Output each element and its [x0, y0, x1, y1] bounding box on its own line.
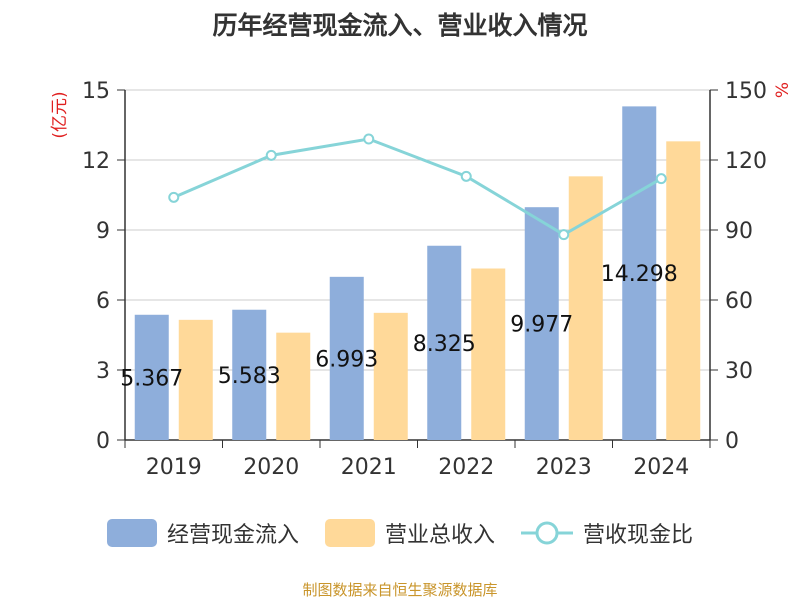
- y-left-tick-label: 15: [82, 79, 110, 104]
- x-tick-label: 2020: [243, 455, 299, 480]
- x-tick-label: 2019: [146, 455, 202, 480]
- bar-cash-inflow: [329, 276, 364, 440]
- y-left-axis-label: (亿元): [50, 91, 70, 138]
- point-ratio: [363, 133, 375, 145]
- data-label-cash-inflow: 5.367: [120, 366, 183, 391]
- bar-cash-inflow: [134, 314, 169, 440]
- data-label-cash-inflow: 6.993: [315, 347, 378, 372]
- x-tick-label: 2022: [438, 455, 494, 480]
- x-tick-label: 2024: [633, 455, 689, 480]
- point-ratio: [558, 229, 570, 241]
- data-label-cash-inflow: 9.977: [510, 313, 573, 338]
- y-right-tick-label: 120: [725, 149, 767, 174]
- point-ratio: [655, 173, 667, 185]
- chart-title: 历年经营现金流入、营业收入情况: [212, 11, 588, 40]
- bar-cash-inflow: [427, 245, 462, 440]
- point-ratio: [460, 170, 472, 182]
- data-label-cash-inflow: 5.583: [218, 364, 281, 389]
- y-left-tick-label: 9: [96, 219, 110, 244]
- x-tick-label: 2023: [536, 455, 592, 480]
- point-ratio: [168, 191, 180, 203]
- bar-cash-inflow: [622, 106, 657, 440]
- legend-swatch-ratio: [521, 521, 573, 545]
- y-right-tick-label: 60: [725, 289, 753, 314]
- legend-swatch-cash-inflow: [106, 519, 157, 547]
- y-right-axis-label: %: [773, 82, 793, 98]
- bar-revenue: [276, 332, 311, 440]
- y-left-tick-label: 6: [96, 289, 110, 314]
- bar-revenue: [178, 319, 213, 440]
- chart-legend: 经营现金流入 营业总收入 营收现金比: [0, 517, 800, 549]
- bar-cash-inflow: [232, 309, 267, 440]
- x-tick-label: 2021: [341, 455, 397, 480]
- y-right-tick-label: 90: [725, 219, 753, 244]
- bar-revenue: [568, 176, 603, 441]
- bar-cash-inflow: [524, 207, 559, 440]
- line-ratio: [173, 137, 662, 237]
- bar-revenue: [373, 312, 408, 440]
- data-label-cash-inflow: 14.298: [601, 262, 678, 287]
- legend-item-ratio[interactable]: 营收现金比: [521, 517, 693, 549]
- legend-item-revenue[interactable]: 营业总收入: [324, 517, 495, 549]
- bar-revenue: [666, 141, 701, 441]
- legend-label-revenue: 营业总收入: [384, 523, 495, 548]
- legend-item-cash-inflow[interactable]: 经营现金流入: [106, 517, 299, 549]
- y-right-tick-label: 150: [725, 79, 767, 104]
- data-source-note: 制图数据来自恒生聚源数据库: [302, 581, 498, 599]
- y-left-tick-label: 3: [96, 359, 110, 384]
- legend-label-ratio: 营收现金比: [583, 523, 694, 548]
- y-left-tick-label: 0: [96, 429, 110, 454]
- y-right-tick-label: 30: [725, 359, 753, 384]
- y-right-tick-label: 0: [725, 429, 739, 454]
- bar-revenue: [471, 268, 506, 440]
- legend-label-cash-inflow: 经营现金流入: [166, 523, 299, 548]
- data-label-cash-inflow: 8.325: [413, 332, 476, 357]
- point-ratio: [265, 149, 277, 161]
- legend-swatch-revenue: [324, 519, 375, 547]
- y-left-tick-label: 12: [82, 149, 110, 174]
